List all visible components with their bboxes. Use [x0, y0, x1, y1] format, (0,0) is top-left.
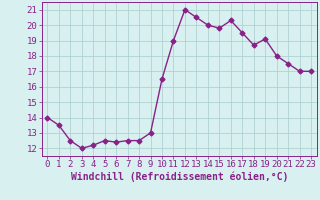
- X-axis label: Windchill (Refroidissement éolien,°C): Windchill (Refroidissement éolien,°C): [70, 172, 288, 182]
